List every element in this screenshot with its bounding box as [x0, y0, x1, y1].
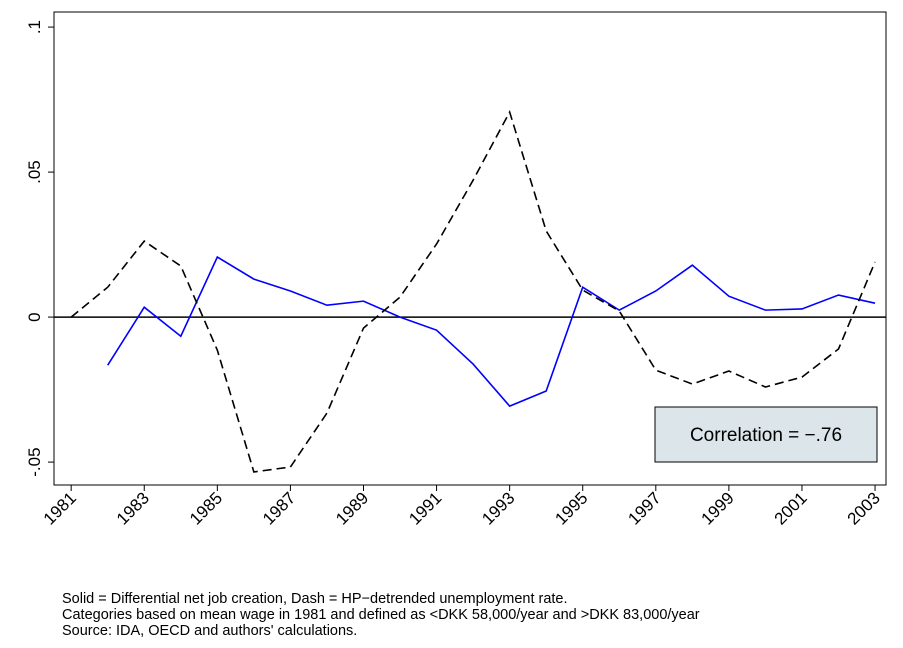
x-tick-label: 1985	[186, 488, 226, 528]
x-tick-label: 1993	[478, 488, 518, 528]
y-tick-label: -.05	[25, 447, 44, 476]
x-tick-label: 1981	[40, 488, 80, 528]
note: Categories based on mean wage in 1981 an…	[62, 607, 700, 623]
y-tick-label: .1	[25, 20, 44, 34]
note: Source: IDA, OECD and authors' calculati…	[62, 623, 357, 639]
x-tick-label: 1991	[405, 488, 445, 528]
x-tick-label: 2001	[771, 488, 811, 528]
x-tick-label: 2003	[844, 488, 884, 528]
x-tick-label: 1997	[624, 488, 664, 528]
y-tick-label: 0	[25, 312, 44, 321]
annotation-box	[654, 406, 878, 463]
x-tick-label: 1995	[551, 488, 591, 528]
x-tick-label: 1999	[698, 488, 738, 528]
annotation: Correlation = −.76	[690, 425, 842, 446]
y-tick-label: .05	[25, 160, 44, 184]
x-tick-label: 1989	[332, 488, 372, 528]
x-tick-label: 1987	[259, 488, 299, 528]
note: Solid = Differential net job creation, D…	[62, 591, 568, 607]
x-tick-label: 1983	[113, 488, 153, 528]
series-line	[70, 109, 876, 473]
series-line	[107, 255, 876, 408]
plot-frame	[53, 11, 887, 486]
